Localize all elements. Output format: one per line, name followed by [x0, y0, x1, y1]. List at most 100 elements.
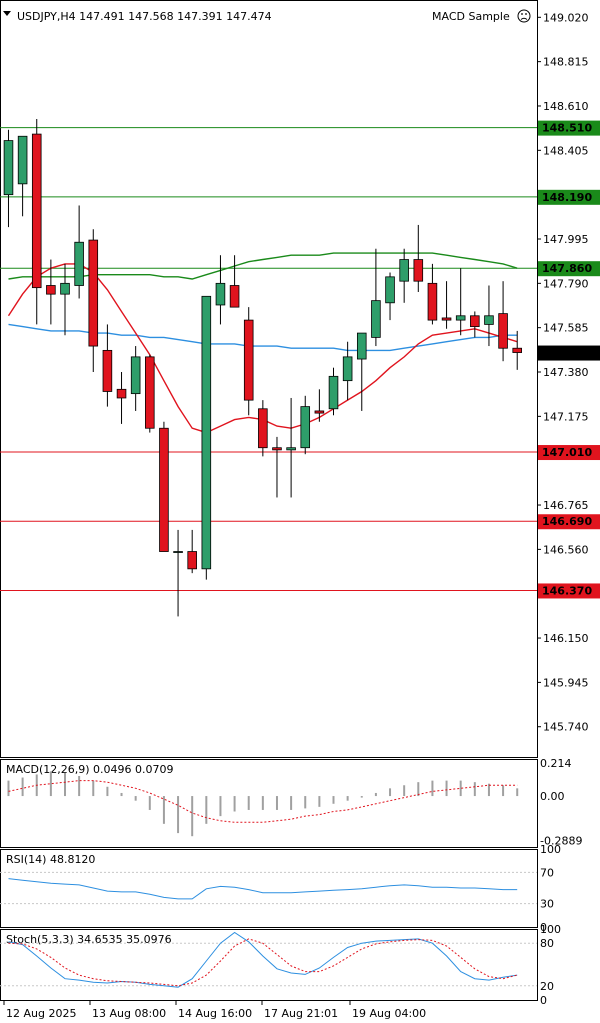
- bearish-candle[interactable]: [116, 388, 127, 399]
- bearish-candle[interactable]: [159, 427, 169, 552]
- price-tick-label: 148.815: [543, 56, 589, 69]
- bullish-candle[interactable]: [300, 406, 311, 449]
- bullish-candle[interactable]: [286, 447, 296, 451]
- rsi-panel: 100 70 30 0 RSI(14) 48.8120: [0, 843, 561, 934]
- time-tick-label: 13 Aug 08:00: [92, 1007, 166, 1020]
- bearish-candle[interactable]: [314, 410, 325, 414]
- rsi-line: [8, 878, 518, 900]
- resistance-level-label: 148.190: [542, 191, 592, 204]
- bullish-candle[interactable]: [455, 315, 466, 321]
- bullish-candle[interactable]: [371, 300, 381, 338]
- price-tick-label: 149.020: [543, 11, 589, 24]
- current-price-tag: [538, 345, 600, 361]
- symbol-ohlc-label: USDJPY,H4 147.491 147.568 147.391 147.47…: [17, 10, 272, 23]
- resistance-level-tag: [538, 261, 600, 277]
- rsi-panel-tick-label: 100: [540, 843, 561, 856]
- bullish-candle[interactable]: [130, 356, 141, 395]
- bearish-candle[interactable]: [498, 313, 508, 349]
- stochastic-panel-tick-label: 100: [540, 923, 561, 936]
- bullish-candle[interactable]: [3, 140, 14, 196]
- bullish-candle[interactable]: [201, 295, 212, 570]
- bullish-candle[interactable]: [342, 356, 353, 382]
- stochastic-panel-title: Stoch(5,3,3) 34.6535 35.0976: [6, 933, 172, 946]
- stochastic-main-line: [8, 931, 518, 988]
- bullish-candle[interactable]: [74, 241, 84, 286]
- rsi-panel-border: [0, 849, 538, 928]
- macd-panel-tick-label: -0.2889: [540, 835, 582, 848]
- bearish-candle[interactable]: [31, 133, 42, 289]
- rsi-panel-title: RSI(14) 48.8120: [6, 853, 95, 866]
- stochastic-panel-tick-label: 20: [540, 980, 554, 993]
- bullish-candle[interactable]: [60, 282, 70, 295]
- stoch-panel-border: [0, 929, 538, 1001]
- bullish-candle[interactable]: [356, 332, 367, 360]
- bearish-candle[interactable]: [413, 259, 424, 282]
- price-tick-label: 147.790: [543, 277, 589, 290]
- bearish-candle[interactable]: [46, 285, 56, 295]
- support-level-label: 147.010: [542, 446, 592, 459]
- time-tick-label: 12 Aug 2025: [6, 1007, 76, 1020]
- macd-panel-title: MACD(12,26,9) 0.0496 0.0709: [6, 763, 174, 776]
- price-axis: 149.020 148.815 148.610 148.405 147.995 147.7…: [537, 11, 589, 734]
- bullish-candle[interactable]: [385, 276, 395, 304]
- bearish-candle[interactable]: [187, 551, 197, 570]
- main-panel-border: [0, 0, 538, 758]
- rsi-panel-tick-label: 70: [540, 866, 554, 879]
- macd-panel-border: [0, 759, 538, 848]
- bearish-candle[interactable]: [102, 349, 113, 392]
- candlestick-series[interactable]: [3, 118, 522, 617]
- price-tick-label: 146.150: [543, 632, 589, 645]
- support-level-tag: [538, 583, 600, 599]
- support-level-label: 146.370: [542, 584, 592, 597]
- bearish-candle[interactable]: [229, 285, 240, 308]
- time-tick-label: 19 Aug 04:00: [352, 1007, 426, 1020]
- chart-header: USDJPY,H4 147.491 147.568 147.391 147.47…: [3, 9, 531, 23]
- slow-moving-average-line: [8, 252, 518, 280]
- macd-panel-tick-label: 0.00: [540, 790, 565, 803]
- price-tick-label: 147.585: [543, 322, 589, 335]
- bearish-candle[interactable]: [88, 239, 99, 347]
- time-tick-label: 14 Aug 16:00: [178, 1007, 252, 1020]
- price-tick-label: 146.765: [543, 499, 589, 512]
- bullish-candle[interactable]: [173, 551, 183, 553]
- support-level-tag: [538, 445, 600, 461]
- price-tick-label: 147.380: [543, 366, 589, 379]
- mid-moving-average-line: [8, 323, 518, 352]
- bearish-candle[interactable]: [243, 319, 254, 401]
- price-tick-label: 147.995: [543, 233, 589, 246]
- price-tick-label: 148.405: [543, 144, 589, 157]
- price-tick-label: 145.740: [543, 721, 589, 734]
- bearish-candle[interactable]: [512, 347, 522, 353]
- price-tick-label: 148.610: [543, 100, 589, 113]
- price-tick-label: 146.560: [543, 543, 589, 556]
- time-tick-label: 17 Aug 21:01: [264, 1007, 338, 1020]
- bullish-candle[interactable]: [328, 375, 339, 410]
- resistance-level-label: 148.510: [542, 122, 592, 135]
- time-axis: 12 Aug 2025 13 Aug 08:00 14 Aug 16:00 17 Au…: [3, 1000, 426, 1020]
- panel-frames: [0, 0, 538, 1001]
- rsi-panel-tick-label: 0: [540, 921, 547, 934]
- bearish-candle[interactable]: [258, 408, 268, 449]
- bullish-candle[interactable]: [17, 135, 28, 185]
- dropdown-arrow-icon[interactable]: [3, 11, 11, 16]
- bullish-candle[interactable]: [215, 282, 226, 306]
- expert-advisor-name: MACD Sample: [432, 10, 510, 23]
- resistance-level-tag: [538, 120, 600, 136]
- macd-panel: 0.214 0.00 -0.2889 MACD(12,26,9) 0.0496 0.0…: [6, 757, 582, 848]
- resistance-level-label: 147.860: [542, 262, 592, 275]
- stochastic-panel-tick-label: 0: [540, 994, 547, 1007]
- bearish-candle[interactable]: [272, 447, 282, 451]
- frown-icon[interactable]: [517, 9, 531, 23]
- bearish-candle[interactable]: [441, 317, 452, 321]
- stochastic-panel-tick-label: 80: [540, 937, 554, 950]
- stochastic-signal-line: [8, 938, 518, 987]
- bearish-candle[interactable]: [470, 315, 480, 327]
- bearish-candle[interactable]: [427, 282, 438, 321]
- bullish-candle[interactable]: [399, 259, 409, 282]
- bearish-candle[interactable]: [145, 356, 155, 429]
- bullish-candle[interactable]: [484, 315, 494, 325]
- support-level-label: 146.690: [542, 515, 592, 528]
- support-resistance-levels: 148.510 148.190 147.860 147.010 146.690 146.3…: [0, 120, 600, 599]
- price-tick-label: 147.175: [543, 410, 589, 423]
